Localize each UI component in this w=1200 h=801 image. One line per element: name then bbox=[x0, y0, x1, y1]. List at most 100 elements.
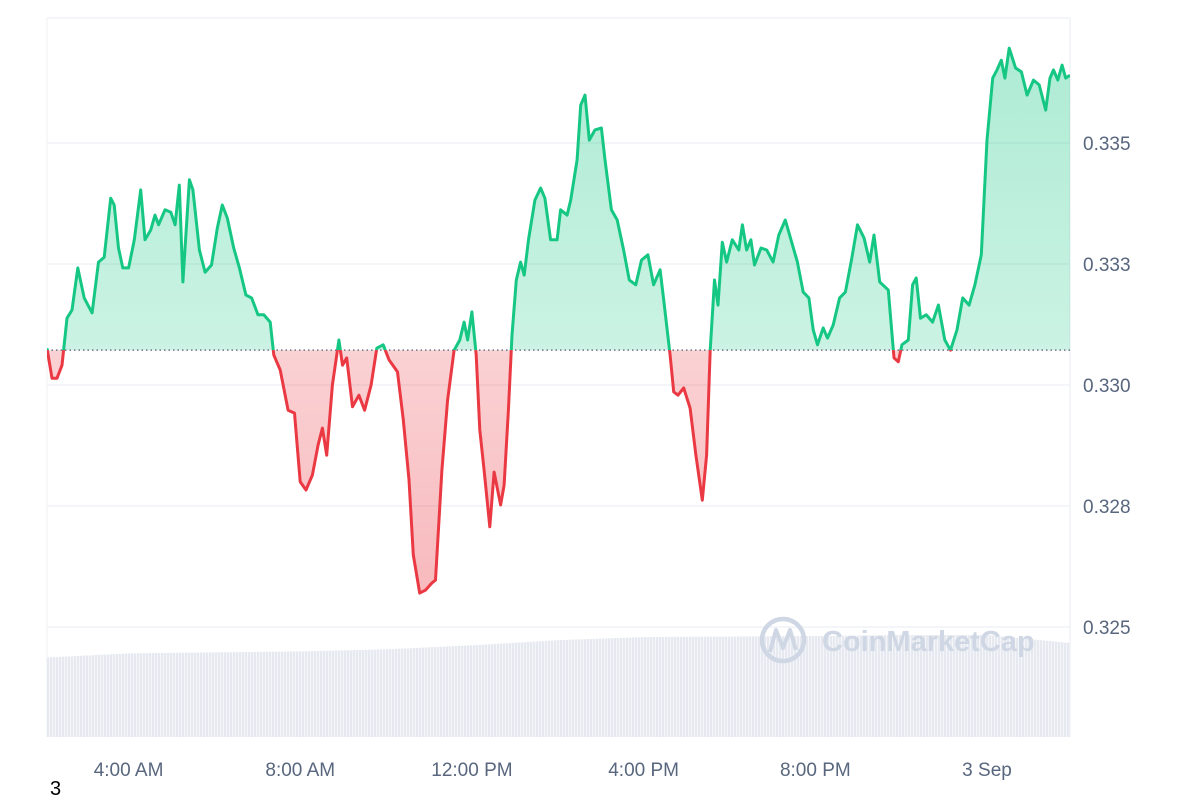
volume-bar bbox=[140, 653, 142, 737]
volume-bar bbox=[407, 648, 409, 737]
volume-bar bbox=[509, 643, 511, 737]
volume-bar bbox=[650, 637, 652, 737]
volume-bar bbox=[668, 637, 670, 737]
volume-bar bbox=[662, 637, 664, 737]
volume-bar bbox=[521, 642, 523, 737]
volume-bar bbox=[95, 655, 97, 737]
volume-bar bbox=[146, 653, 148, 737]
volume-bar bbox=[242, 652, 244, 737]
volume-bar bbox=[236, 652, 238, 737]
volume-bar bbox=[254, 652, 256, 737]
y-tick-label: 0.325 bbox=[1083, 618, 1131, 639]
volume-bar bbox=[551, 641, 553, 737]
volume-bar bbox=[1049, 641, 1051, 737]
volume-bar bbox=[395, 649, 397, 737]
volume-bar bbox=[215, 652, 217, 737]
volume-bar bbox=[128, 653, 130, 737]
volume-bar bbox=[629, 638, 631, 737]
volume-bar bbox=[434, 647, 436, 737]
volume-bar bbox=[773, 636, 775, 737]
volume-bar bbox=[116, 654, 118, 737]
volume-bar bbox=[1058, 642, 1060, 737]
volume-bar bbox=[1037, 640, 1039, 737]
volume-bar bbox=[50, 657, 52, 737]
volume-bar bbox=[614, 638, 616, 737]
volume-bar bbox=[410, 648, 412, 737]
volume-bar bbox=[122, 654, 124, 737]
volume-bar bbox=[725, 637, 727, 737]
volume-bar bbox=[806, 636, 808, 737]
volume-bar bbox=[248, 652, 250, 737]
volume-bar bbox=[413, 648, 415, 737]
volume-bar bbox=[1061, 642, 1063, 737]
volume-bar bbox=[443, 647, 445, 737]
volume-bar bbox=[692, 637, 694, 737]
volume-bar bbox=[134, 653, 136, 737]
volume-bar bbox=[200, 653, 202, 737]
volume-bar bbox=[740, 636, 742, 737]
volume-bar bbox=[449, 646, 451, 737]
volume-bar bbox=[290, 651, 292, 737]
volume-bar bbox=[587, 639, 589, 737]
volume-bar bbox=[278, 652, 280, 737]
volume-bar bbox=[152, 653, 154, 737]
volume-bar bbox=[71, 656, 73, 737]
volume-bar bbox=[341, 650, 343, 737]
volume-bar bbox=[779, 636, 781, 737]
volume-bar bbox=[149, 653, 151, 737]
volume-bar bbox=[263, 652, 265, 737]
volume-bar bbox=[782, 636, 784, 737]
volume-bar bbox=[476, 645, 478, 737]
volume-bar bbox=[575, 639, 577, 737]
volume-bar bbox=[293, 651, 295, 737]
volume-bar bbox=[755, 636, 757, 737]
volume-bar bbox=[524, 642, 526, 737]
volume-bar bbox=[86, 655, 88, 737]
volume-bar bbox=[437, 647, 439, 737]
volume-bar bbox=[104, 655, 106, 737]
volume-bar bbox=[716, 637, 718, 737]
volume-bar bbox=[89, 655, 91, 737]
volume-bar bbox=[191, 653, 193, 737]
volume-bar bbox=[1043, 641, 1045, 737]
volume-bar bbox=[80, 656, 82, 737]
volume-bar bbox=[209, 652, 211, 737]
volume-bar bbox=[512, 643, 514, 737]
volume-bar bbox=[335, 650, 337, 737]
volume-bar bbox=[572, 640, 574, 737]
y-tick-label: 0.335 bbox=[1083, 134, 1131, 155]
volume-bar bbox=[317, 651, 319, 737]
volume-bar bbox=[389, 649, 391, 737]
volume-bar bbox=[632, 637, 634, 737]
volume-bar bbox=[347, 650, 349, 737]
volume-bar bbox=[464, 646, 466, 737]
volume-bar bbox=[419, 648, 421, 737]
volume-bar bbox=[452, 646, 454, 737]
volume-bar bbox=[446, 646, 448, 737]
volume-bar bbox=[479, 645, 481, 737]
volume-bar bbox=[392, 649, 394, 737]
volume-bar bbox=[737, 636, 739, 737]
volume-bar bbox=[617, 638, 619, 737]
volume-bar bbox=[752, 636, 754, 737]
volume-bar bbox=[653, 637, 655, 737]
volume-bar bbox=[431, 647, 433, 737]
volume-bar bbox=[686, 637, 688, 737]
volume-bar bbox=[647, 637, 649, 737]
volume-bar bbox=[245, 652, 247, 737]
volume-bar bbox=[125, 654, 127, 737]
volume-bar bbox=[329, 651, 331, 737]
volume-bar bbox=[599, 639, 601, 737]
volume-bar bbox=[698, 637, 700, 737]
x-tick-label: 8:00 AM bbox=[265, 760, 335, 781]
volume-bar bbox=[809, 636, 811, 737]
volume-bar bbox=[416, 648, 418, 737]
volume-bar bbox=[815, 636, 817, 737]
volume-bar bbox=[356, 650, 358, 737]
volume-bar bbox=[458, 646, 460, 737]
volume-bar bbox=[167, 653, 169, 737]
volume-bar bbox=[608, 638, 610, 737]
volume-bar bbox=[695, 637, 697, 737]
volume-bar bbox=[380, 649, 382, 737]
volume-bar bbox=[401, 649, 403, 737]
